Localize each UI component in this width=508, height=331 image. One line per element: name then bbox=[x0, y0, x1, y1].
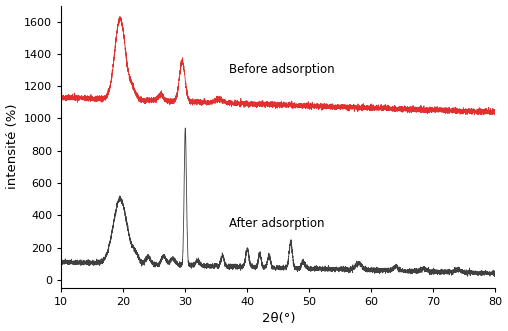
Y-axis label: intensité (%): intensité (%) bbox=[6, 104, 19, 189]
Text: After adsorption: After adsorption bbox=[229, 216, 324, 230]
Text: Before adsorption: Before adsorption bbox=[229, 63, 334, 76]
X-axis label: 2θ(°): 2θ(°) bbox=[262, 312, 295, 325]
